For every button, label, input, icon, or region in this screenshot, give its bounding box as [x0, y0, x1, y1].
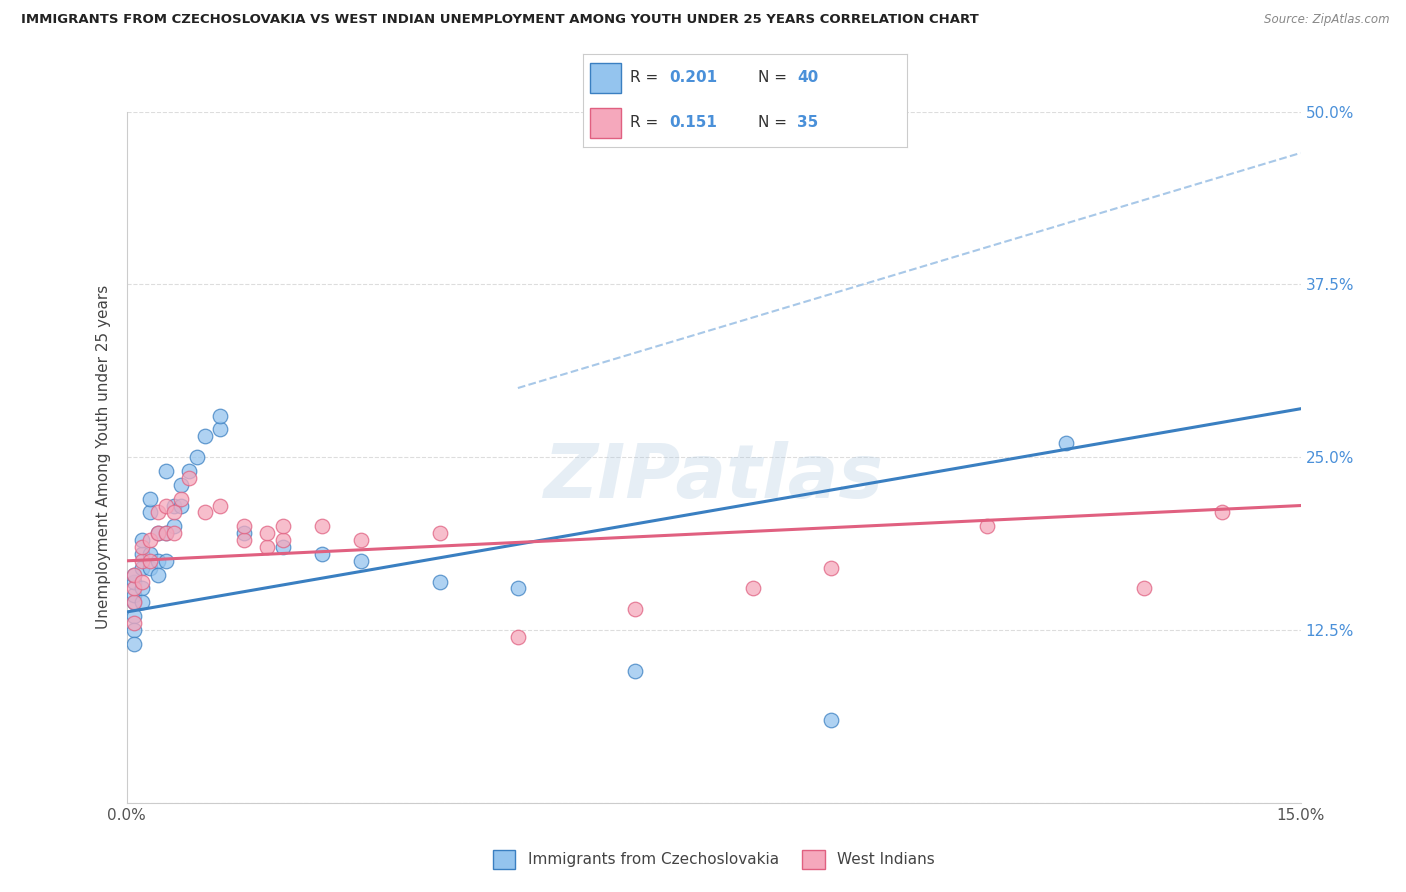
Point [162, 505, 184, 519]
Point [146, 567, 169, 582]
Point [139, 554, 162, 568]
Point [1054, 436, 1077, 450]
Point [124, 595, 146, 609]
Point [820, 561, 842, 575]
Point [155, 554, 177, 568]
Point [131, 533, 153, 548]
Point [124, 567, 146, 582]
Point [124, 567, 146, 582]
Point [271, 519, 294, 533]
Point [350, 533, 373, 548]
Point [124, 574, 146, 589]
Point [124, 609, 146, 624]
Point [429, 526, 451, 541]
Point [131, 582, 153, 596]
Text: IMMIGRANTS FROM CZECHOSLOVAKIA VS WEST INDIAN UNEMPLOYMENT AMONG YOUTH UNDER 25 : IMMIGRANTS FROM CZECHOSLOVAKIA VS WEST I… [21, 13, 979, 27]
Point [1211, 505, 1233, 519]
Text: R =: R = [630, 115, 658, 130]
Point [162, 519, 184, 533]
Point [209, 423, 232, 437]
Point [131, 595, 153, 609]
Point [124, 582, 146, 596]
Point [131, 561, 153, 575]
Point [976, 519, 998, 533]
Text: R =: R = [630, 70, 658, 86]
Point [139, 533, 162, 548]
Point [124, 615, 146, 630]
Point [350, 554, 373, 568]
Point [131, 554, 153, 568]
Point [741, 582, 763, 596]
Point [139, 491, 162, 506]
Point [131, 574, 153, 589]
Text: 0.151: 0.151 [669, 115, 717, 130]
Point [124, 623, 146, 637]
Point [232, 519, 256, 533]
Point [155, 499, 177, 513]
Text: 40: 40 [797, 70, 818, 86]
Point [624, 602, 647, 616]
Text: 0.201: 0.201 [669, 70, 717, 86]
Point [179, 464, 201, 478]
Point [186, 450, 208, 465]
Point [271, 533, 294, 548]
FancyBboxPatch shape [591, 63, 620, 93]
Point [170, 491, 193, 506]
Point [170, 478, 193, 492]
Text: ZIPatlas: ZIPatlas [544, 442, 883, 515]
Point [311, 519, 333, 533]
Point [429, 574, 451, 589]
Text: Source: ZipAtlas.com: Source: ZipAtlas.com [1264, 13, 1389, 27]
Point [146, 526, 169, 541]
Point [232, 526, 256, 541]
Point [162, 499, 184, 513]
Point [194, 505, 217, 519]
Point [820, 713, 842, 727]
Point [124, 595, 146, 609]
Point [162, 526, 184, 541]
Point [124, 637, 146, 651]
Text: N =: N = [758, 70, 787, 86]
Point [155, 526, 177, 541]
Text: N =: N = [758, 115, 787, 130]
Point [124, 589, 146, 603]
Text: 35: 35 [797, 115, 818, 130]
Legend: Immigrants from Czechoslovakia, West Indians: Immigrants from Czechoslovakia, West Ind… [486, 844, 941, 875]
Point [139, 505, 162, 519]
Point [506, 630, 529, 644]
Point [232, 533, 256, 548]
Point [209, 499, 232, 513]
Point [146, 505, 169, 519]
Point [311, 547, 333, 561]
Point [179, 471, 201, 485]
FancyBboxPatch shape [591, 108, 620, 138]
Point [155, 526, 177, 541]
Point [506, 582, 529, 596]
Point [146, 554, 169, 568]
Point [139, 561, 162, 575]
Point [131, 547, 153, 561]
Point [256, 526, 278, 541]
Point [131, 540, 153, 554]
Point [271, 540, 294, 554]
Point [209, 409, 232, 423]
Point [170, 499, 193, 513]
Point [139, 547, 162, 561]
Point [146, 526, 169, 541]
Point [194, 429, 217, 443]
Point [256, 540, 278, 554]
Y-axis label: Unemployment Among Youth under 25 years: Unemployment Among Youth under 25 years [96, 285, 111, 629]
Point [155, 464, 177, 478]
Point [624, 665, 647, 679]
Point [1133, 582, 1156, 596]
